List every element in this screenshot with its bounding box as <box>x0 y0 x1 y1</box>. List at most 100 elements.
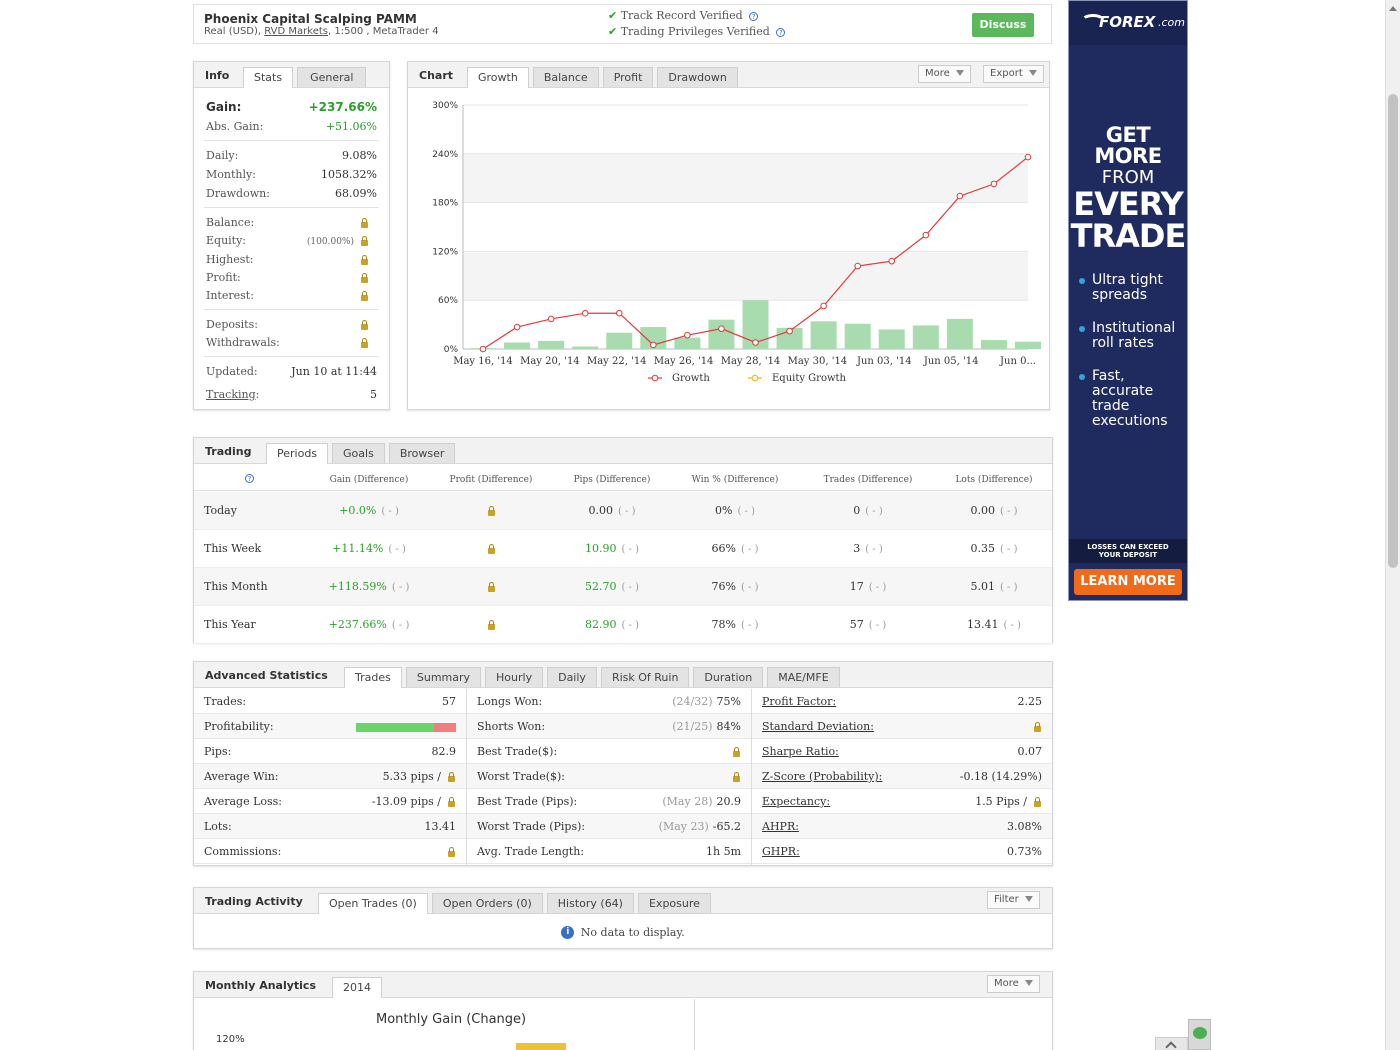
growth-point <box>888 257 896 265</box>
col-gain: Gain (Difference) <box>329 475 409 485</box>
lock-icon <box>360 236 369 246</box>
stat-label: Best Trade (Pips): <box>477 795 578 808</box>
tracking-link[interactable]: Tracking <box>206 388 256 401</box>
back-to-top-button[interactable] <box>1155 1037 1188 1050</box>
divider <box>204 207 379 208</box>
lock-icon <box>360 338 369 348</box>
tab-mae-mfe[interactable]: MAE/MFE <box>767 667 840 687</box>
stat-value: 0.73% <box>1007 845 1042 858</box>
daily-label: Daily: <box>206 149 239 162</box>
stat-label[interactable]: Expectancy: <box>762 795 831 808</box>
difference-value: ( - ) <box>999 544 1018 555</box>
ad-bullet-text: Institutional roll rates <box>1092 320 1176 351</box>
ad-bullet: Ultra tight spreads <box>1077 273 1183 303</box>
difference-value: ( - ) <box>391 620 410 631</box>
tab-browser[interactable]: Browser <box>388 443 456 463</box>
tab-open-orders[interactable]: Open Orders (0) <box>431 893 543 913</box>
broker-link[interactable]: RVD Markets <box>264 26 328 37</box>
discuss-button[interactable]: Discuss <box>972 13 1034 37</box>
growth-point <box>513 323 521 331</box>
stat-row: Best Trade($): <box>467 739 751 764</box>
col-trades: Trades (Difference) <box>823 475 913 485</box>
growth-bar <box>538 340 565 349</box>
tab-general[interactable]: General <box>297 67 367 87</box>
tab-risk-of-ruin[interactable]: Risk Of Ruin <box>600 667 690 687</box>
chat-widget-button[interactable] <box>1188 1019 1211 1050</box>
cell-trades: 17 ( - ) <box>808 580 928 593</box>
x-tick-label: May 28, '14 <box>721 356 781 367</box>
learn-more-button[interactable]: LEARN MORE <box>1074 569 1182 595</box>
tab-hourly[interactable]: Hourly <box>485 667 544 687</box>
stat-value-group <box>356 720 456 733</box>
tab-goals[interactable]: Goals <box>332 443 385 463</box>
scroll-up-arrow-icon[interactable] <box>1389 6 1397 11</box>
stat-label: Avg. Trade Length: <box>477 845 585 858</box>
help-icon[interactable]: ? <box>749 12 759 21</box>
stat-detail: (May 28) <box>662 795 713 808</box>
help-icon[interactable]: ? <box>245 474 254 483</box>
cell-trades: 0 ( - ) <box>808 504 928 517</box>
growth-chart[interactable]: 300% 240% 180% 120% 60% 0%May 16, '14 May 20, … <box>408 89 1049 409</box>
export-label: Export <box>990 68 1023 79</box>
col-lots: Lots (Difference) <box>955 475 1033 485</box>
tab-exposure[interactable]: Exposure <box>637 893 711 913</box>
stat-value: 82.9 <box>431 745 457 758</box>
scrollbar-thumb[interactable] <box>1388 94 1398 568</box>
more-dropdown[interactable]: More <box>987 975 1040 993</box>
profit-label: Profit: <box>206 271 241 284</box>
balance-label: Balance: <box>206 216 255 229</box>
tab-stats[interactable]: Stats <box>243 67 294 88</box>
abs-gain-value: +51.06% <box>325 120 377 133</box>
growth-bar <box>504 342 531 349</box>
tab-balance[interactable]: Balance <box>532 67 599 87</box>
stat-label[interactable]: Sharpe Ratio: <box>762 745 839 758</box>
growth-bar <box>912 325 939 349</box>
stat-row: Lots: 13.41 <box>194 814 466 839</box>
tab-summary[interactable]: Summary <box>405 667 482 687</box>
drawdown-value: 68.09% <box>335 187 377 200</box>
tab-drawdown[interactable]: Drawdown <box>657 67 738 87</box>
x-tick-label: Jun 05, '14 <box>923 356 979 367</box>
column-divider <box>466 689 467 865</box>
lock-icon <box>1033 797 1042 807</box>
growth-point <box>650 341 657 349</box>
tab-daily[interactable]: Daily <box>547 667 597 687</box>
stat-value-group: 1h 5m <box>706 845 741 858</box>
filter-dropdown[interactable]: Filter <box>987 891 1040 909</box>
tab-history[interactable]: History (64) <box>546 893 634 913</box>
tab-open-trades[interactable]: Open Trades (0) <box>318 893 428 914</box>
stat-label: Average Loss: <box>204 795 283 808</box>
tab-duration[interactable]: Duration <box>693 667 764 687</box>
bullet-dot-icon <box>1079 326 1085 332</box>
tab-growth[interactable]: Growth <box>467 67 529 88</box>
empty-state: i No data to display. <box>194 925 1052 939</box>
cell-lots: 0.35 ( - ) <box>934 542 1054 555</box>
help-icon[interactable]: ? <box>776 28 786 37</box>
tab-profit[interactable]: Profit <box>602 67 654 87</box>
difference-value: ( - ) <box>868 620 887 631</box>
trading-activity-panel: Trading Activity Open Trades (0) Open Or… <box>193 887 1053 949</box>
verified-privileges-label: Trading Privileges Verified <box>620 25 770 38</box>
more-dropdown[interactable]: More <box>918 65 971 83</box>
stat-label[interactable]: Standard Deviation: <box>762 720 874 733</box>
tab-2014[interactable]: 2014 <box>332 977 382 998</box>
stat-label[interactable]: AHPR: <box>762 820 799 833</box>
stat-value-group: 57 <box>442 695 456 708</box>
trades-value: 3 <box>853 542 861 555</box>
stat-label[interactable]: GHPR: <box>762 845 800 858</box>
withdrawals-label: Withdrawals: <box>206 336 280 349</box>
lots-value: 0.35 <box>970 542 995 555</box>
growth-point <box>752 339 759 346</box>
stat-label[interactable]: Profit Factor: <box>762 695 837 708</box>
gain-value: +118.59% <box>328 580 387 593</box>
stat-label[interactable]: Z-Score (Probability): <box>762 770 883 783</box>
page-scrollbar[interactable] <box>1385 0 1400 1050</box>
tab-periods[interactable]: Periods <box>266 443 329 464</box>
export-dropdown[interactable]: Export <box>983 65 1044 83</box>
pips-value: 10.90 <box>584 542 617 555</box>
tab-trades[interactable]: Trades <box>344 667 402 688</box>
forex-ad-banner[interactable]: FOREX .com GET MORE FROM EVERY TRADE Ult… <box>1068 0 1188 601</box>
x-tick-label: May 26, '14 <box>654 356 714 367</box>
y-tick-label: 180% <box>432 199 458 209</box>
stat-row: Sharpe Ratio: 0.07 <box>752 739 1052 764</box>
